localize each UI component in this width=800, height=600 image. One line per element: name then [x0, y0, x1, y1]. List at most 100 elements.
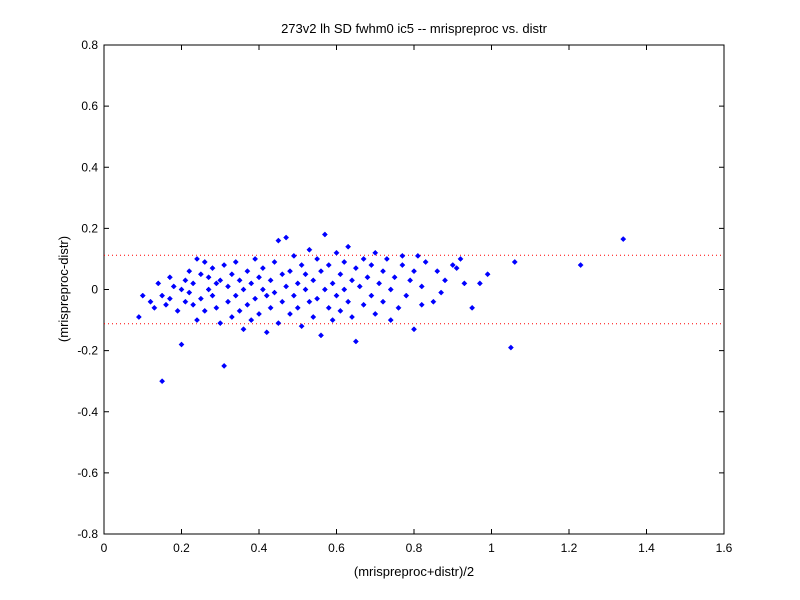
- y-tick-label: -0.2: [77, 344, 98, 358]
- data-point: [287, 310, 293, 317]
- axis-ticks: [103, 44, 725, 535]
- data-point: [318, 268, 324, 275]
- data-point: [360, 255, 367, 262]
- data-point: [290, 292, 297, 299]
- data-point: [310, 277, 317, 284]
- data-point: [399, 252, 406, 259]
- data-point: [283, 283, 290, 290]
- data-point: [484, 271, 491, 278]
- data-point: [209, 292, 216, 299]
- data-point: [438, 289, 445, 296]
- data-point: [349, 314, 355, 320]
- data-point: [341, 259, 348, 265]
- x-tick-label: 0.6: [328, 541, 345, 555]
- y-tick-label: 0.8: [81, 38, 98, 52]
- data-point: [302, 271, 309, 278]
- data-point: [337, 307, 344, 314]
- data-point: [205, 274, 212, 281]
- data-point: [228, 314, 235, 320]
- x-tick-label: 1.6: [716, 541, 733, 555]
- data-point: [174, 307, 181, 314]
- data-point: [620, 236, 627, 243]
- data-point: [449, 262, 456, 269]
- x-tick-label: 0.8: [406, 541, 423, 555]
- data-point: [314, 255, 321, 262]
- data-point: [418, 301, 425, 308]
- data-point: [279, 298, 286, 305]
- data-point: [387, 317, 394, 324]
- data-point: [430, 298, 437, 305]
- data-point: [205, 286, 212, 293]
- x-axis-label: (mrispreproc+distr)/2: [354, 564, 474, 579]
- data-point: [372, 249, 379, 256]
- data-point: [325, 262, 332, 269]
- data-point: [341, 286, 348, 293]
- data-point: [329, 317, 336, 324]
- data-point: [190, 301, 197, 308]
- data-point: [476, 280, 483, 287]
- data-point: [352, 265, 359, 272]
- data-point: [461, 280, 468, 287]
- data-point: [368, 292, 375, 299]
- data-point: [213, 280, 220, 287]
- data-point: [147, 298, 154, 305]
- data-point: [263, 292, 270, 299]
- data-point: [294, 304, 301, 311]
- data-point: [349, 277, 355, 284]
- x-tick-label: 0: [101, 541, 108, 555]
- reference-lines: [104, 254, 724, 325]
- data-point: [256, 310, 262, 317]
- data-point: [275, 237, 282, 244]
- data-point: [271, 289, 278, 296]
- data-point: [163, 301, 169, 308]
- x-tick-label: 0.4: [251, 541, 268, 555]
- data-point: [383, 255, 390, 262]
- data-point: [225, 298, 231, 305]
- data-point: [240, 326, 247, 333]
- data-point: [399, 262, 406, 269]
- plot-area: [103, 44, 725, 535]
- data-point: [236, 277, 243, 284]
- data-point: [244, 301, 251, 308]
- data-point: [411, 326, 417, 333]
- y-tick-label: -0.8: [77, 527, 98, 541]
- data-point: [442, 277, 448, 284]
- data-point: [155, 280, 162, 287]
- data-point: [356, 283, 363, 290]
- data-point: [182, 277, 189, 284]
- data-point: [306, 246, 313, 253]
- y-tick-labels: -0.8 -0.6 -0.4 -0.2 0 0.2 0.4 0.6 0.8: [77, 38, 98, 541]
- x-tick-label: 1.4: [638, 541, 655, 555]
- data-point: [178, 286, 185, 293]
- data-point: [337, 271, 344, 278]
- data-point: [314, 295, 321, 302]
- data-point: [217, 277, 224, 284]
- data-point: [290, 252, 297, 259]
- data-point: [221, 262, 228, 269]
- data-point: [166, 274, 173, 281]
- data-point: [306, 298, 313, 305]
- data-point: [159, 292, 166, 299]
- data-point: [368, 262, 375, 269]
- y-tick-label: 0: [91, 283, 98, 297]
- data-point: [201, 259, 208, 265]
- data-point: [170, 283, 177, 290]
- data-point: [259, 286, 266, 293]
- data-point: [225, 283, 231, 290]
- data-point: [434, 268, 441, 275]
- data-point: [252, 255, 259, 262]
- data-point: [403, 292, 410, 299]
- x-tick-label: 1: [488, 541, 495, 555]
- data-point: [240, 286, 247, 293]
- x-tick-label: 0.2: [173, 541, 190, 555]
- data-point: [325, 304, 332, 311]
- data-point: [252, 295, 259, 302]
- data-point: [248, 280, 255, 287]
- x-tick-labels: 0 0.2 0.4 0.6 0.8 1 1.2 1.4 1.6: [101, 541, 733, 555]
- data-point: [422, 259, 429, 265]
- data-point: [457, 255, 464, 262]
- data-point: [329, 280, 336, 287]
- data-point: [380, 298, 386, 305]
- y-tick-label: 0.2: [81, 221, 98, 235]
